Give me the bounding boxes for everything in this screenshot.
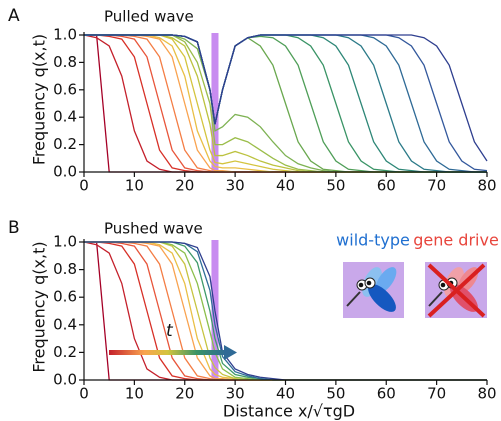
x-tick-label: 60 [377,385,396,403]
pupil [366,280,372,286]
wave-line [84,34,487,173]
wing [375,267,397,293]
barrier [211,33,219,172]
cross [427,263,486,318]
y-tick-label: 0.8 [53,260,77,278]
panel-title: Pushed wave [104,220,203,238]
y-tick-label: 0.6 [53,288,77,306]
x-tick-label: 80 [477,385,496,403]
y-axis-label: Frequency q(x,t) [30,34,49,165]
wild-type-icon [343,262,404,318]
x-tick-label: 40 [276,177,295,195]
y-tick-label: 0.2 [53,135,77,153]
x-tick-label: 20 [175,177,194,195]
x-tick-label: 0 [79,385,89,403]
y-tick-label: 0.8 [53,53,77,71]
x-tick-label: 10 [125,385,144,403]
x-tick-label: 70 [427,385,446,403]
inset-label: wild-type [336,231,410,250]
y-tick-label: 0.2 [53,343,77,361]
x-tick-label: 0 [79,177,89,195]
arrow-shaft [109,350,226,355]
x-axis-label: Distance x/√τgD [223,402,355,421]
x-tick-label: 20 [175,385,194,403]
y-tick-label: 1.0 [53,26,77,44]
x-tick-label: 50 [326,385,345,403]
x-tick-label: 10 [125,177,144,195]
body [368,284,396,312]
y-tick-label: 0.0 [53,371,77,389]
pupil [358,282,364,288]
y-tick-label: 0.4 [53,108,77,126]
y-axis-label: Frequency q(x,t) [30,241,49,372]
x-tick-label: 30 [226,385,245,403]
inset-label: gene drive [413,231,499,250]
panel-label: A [8,6,20,26]
y-tick-label: 0.4 [53,315,77,333]
panel-title: Pulled wave [104,8,194,26]
x-tick-label: 70 [427,177,446,195]
x-tick-label: 60 [377,177,396,195]
y-tick-label: 0.6 [53,80,77,98]
x-tick-label: 40 [276,385,295,403]
y-tick-label: 1.0 [53,233,77,251]
wave-line [84,34,488,162]
arrow-head [224,345,237,360]
x-tick-label: 50 [326,177,345,195]
y-tick-label: 0.0 [53,163,77,181]
panels: 0.0 0.2 0.4 0.6 0.8 1.0 0 10 20 30 40 50 60 70 80 A Pull… [8,6,499,421]
pupil [440,282,446,288]
arrow-label: t [166,321,174,341]
gene-drive-icon [425,262,487,318]
panel-label: B [8,218,20,238]
proboscis [346,291,361,307]
proboscis [428,291,443,307]
time-arrow [109,345,237,360]
x-tick-label: 30 [226,177,245,195]
x-tick-label: 80 [477,177,496,195]
